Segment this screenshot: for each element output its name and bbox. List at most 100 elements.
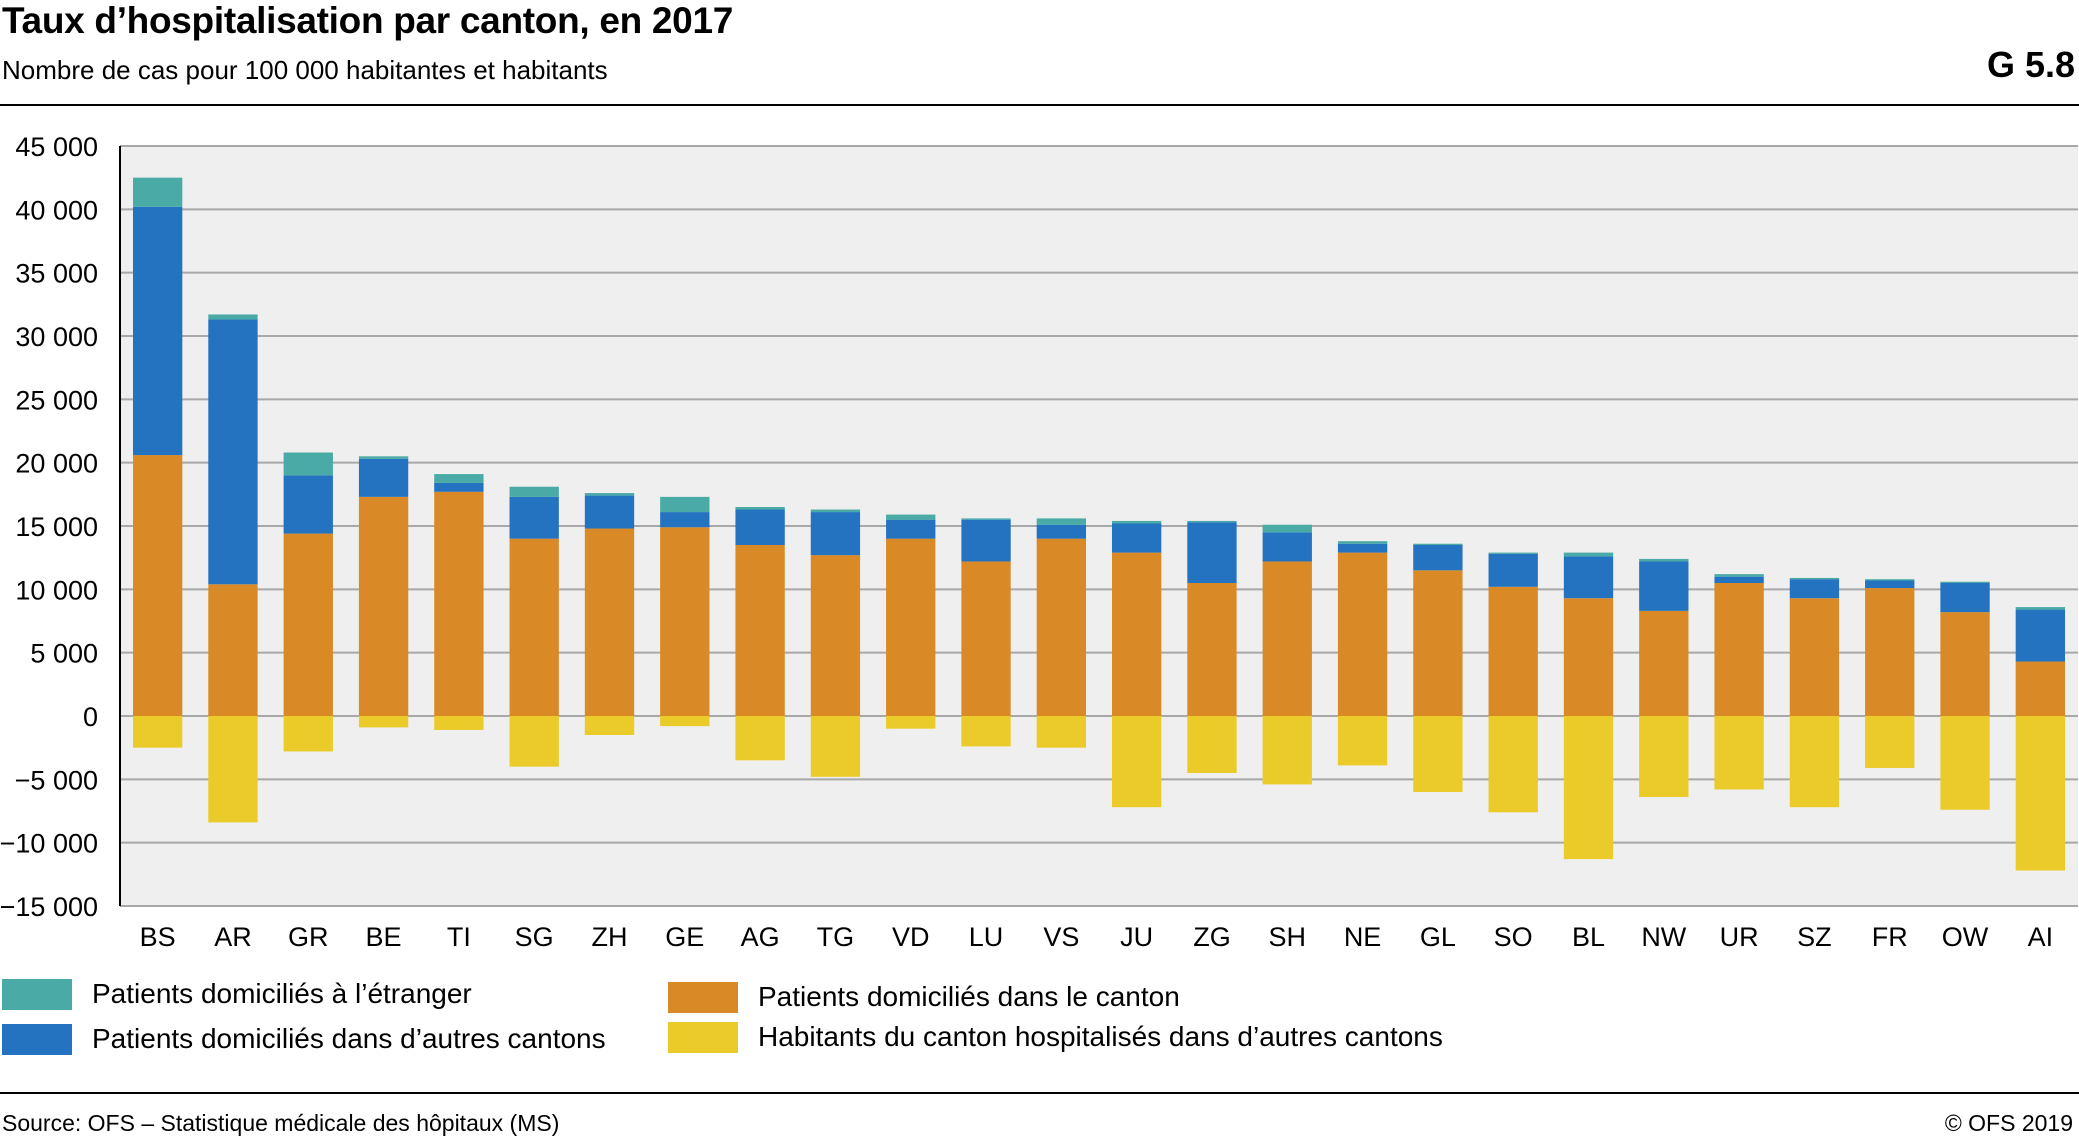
bar-abroad-lu [961,518,1011,520]
x-tick-label: BE [366,922,402,952]
y-tick-label: 25 000 [15,385,98,415]
legend-swatch-residents-elsewhere [668,1021,738,1053]
bar-in-canton-ju [1111,552,1162,716]
bar-other-cantons-zh [584,495,635,529]
bar-abroad-nw [1639,558,1689,562]
bar-in-canton-ur [1714,583,1764,716]
copyright-note: © OFS 2019 [1944,1110,2073,1136]
bar-other-cantons-ne [1337,543,1388,553]
bar-residents-elsewhere-nw [1639,716,1689,798]
bar-in-canton-ag [735,545,785,716]
bar-residents-elsewhere-ur [1714,716,1764,790]
bar-abroad-tg [810,509,861,513]
bar-abroad-zg [1187,520,1237,523]
bar-abroad-ti [434,474,484,483]
bar-in-canton-lu [961,561,1011,716]
bar-in-canton-zg [1187,583,1237,716]
bar-residents-elsewhere-bl [1563,716,1614,860]
bar-in-canton-bs [132,455,183,716]
bar-other-cantons-vd [886,519,936,539]
bar-residents-elsewhere-ti [434,716,484,730]
bar-residents-elsewhere-ow [1940,716,1990,810]
x-tick-label: NW [1641,922,1686,952]
bar-residents-elsewhere-ar [208,716,258,823]
legend-item-abroad: Patients domiciliés à l’étranger [2,978,472,1010]
bar-abroad-gl [1413,543,1463,545]
x-tick-label: VD [892,922,930,952]
x-tick-label: FR [1872,922,1908,952]
bar-residents-elsewhere-ge [660,716,710,727]
bar-other-cantons-sg [509,496,559,539]
bar-in-canton-gl [1413,570,1463,716]
x-tick-label: UR [1720,922,1759,952]
bar-residents-elsewhere-gl [1413,716,1463,792]
bar-in-canton-ne [1337,552,1388,716]
bar-residents-elsewhere-zg [1187,716,1237,773]
bar-in-canton-vd [886,538,936,716]
bar-residents-elsewhere-ag [735,716,785,761]
bar-in-canton-sg [509,538,559,716]
bar-residents-elsewhere-so [1488,716,1538,813]
bar-in-canton-so [1488,586,1538,716]
legend-label-other-cantons: Patients domiciliés dans d’autres canton… [92,1023,606,1054]
bar-other-cantons-zg [1187,522,1237,583]
legend-label-in-canton: Patients domiciliés dans le canton [758,981,1180,1012]
x-tick-label: JU [1120,922,1153,952]
x-tick-label: ZH [592,922,628,952]
source-note: Source: OFS – Statistique médicale des h… [2,1110,560,1136]
bar-residents-elsewhere-vd [886,716,936,729]
bar-residents-elsewhere-sz [1789,716,1840,808]
bar-abroad-ge [660,496,710,513]
x-tick-label: GR [288,922,329,952]
bar-abroad-sh [1262,524,1312,533]
bar-abroad-be [358,456,409,459]
x-tick-label: SH [1269,922,1307,952]
bar-other-cantons-sz [1789,579,1840,599]
bar-abroad-ai [2015,607,2066,610]
bar-other-cantons-fr [1865,580,1915,589]
bar-abroad-bs [132,177,183,207]
bar-other-cantons-ai [2015,609,2066,662]
bar-in-canton-zh [584,528,635,716]
x-axis-tick-labels: BS AR GR BE TI SG ZH GE AG TG VD LU VS JU ZG SH NE GL SO BL… [140,922,2053,952]
bar-residents-elsewhere-zh [584,716,635,735]
bar-abroad-ne [1337,541,1388,544]
bar-abroad-gr [283,452,333,476]
bar-residents-elsewhere-ne [1337,716,1388,766]
x-tick-label: NE [1344,922,1382,952]
y-axis-tick-labels: 45 000 40 000 35 000 30 000 25 000 20 000 15 0… [0,132,98,922]
bar-in-canton-nw [1639,610,1689,716]
bar-residents-elsewhere-fr [1865,716,1915,768]
y-tick-label: −15 000 [0,892,98,922]
bottom-rule [0,1092,2079,1094]
x-tick-label: VS [1043,922,1079,952]
x-tick-label: SO [1494,922,1533,952]
bar-in-canton-tg [810,555,861,716]
bar-residents-elsewhere-ai [2015,716,2066,871]
x-tick-label: GL [1420,922,1456,952]
bar-other-cantons-ur [1714,576,1764,583]
bar-residents-elsewhere-vs [1036,716,1087,748]
legend-swatch-abroad [2,978,72,1010]
bar-residents-elsewhere-tg [810,716,861,777]
bar-in-canton-bl [1563,598,1614,716]
bar-other-cantons-ju [1111,523,1162,553]
top-rule [0,104,2079,106]
bars [132,177,2066,871]
bar-other-cantons-be [358,458,409,497]
bar-residents-elsewhere-ju [1111,716,1162,808]
bar-other-cantons-ge [660,512,710,528]
bar-abroad-ur [1714,574,1764,577]
figure-code: G 5.8 [1986,44,2075,85]
bar-in-canton-gr [283,533,333,716]
y-tick-label: 40 000 [15,195,98,225]
bar-abroad-zh [584,493,635,496]
y-tick-label: 20 000 [15,449,98,479]
bar-in-canton-ow [1940,612,1990,716]
bar-abroad-ag [735,507,785,510]
x-tick-label: AR [214,922,252,952]
bar-residents-elsewhere-lu [961,716,1011,747]
bar-in-canton-sh [1262,561,1312,716]
bar-other-cantons-lu [961,519,1011,562]
